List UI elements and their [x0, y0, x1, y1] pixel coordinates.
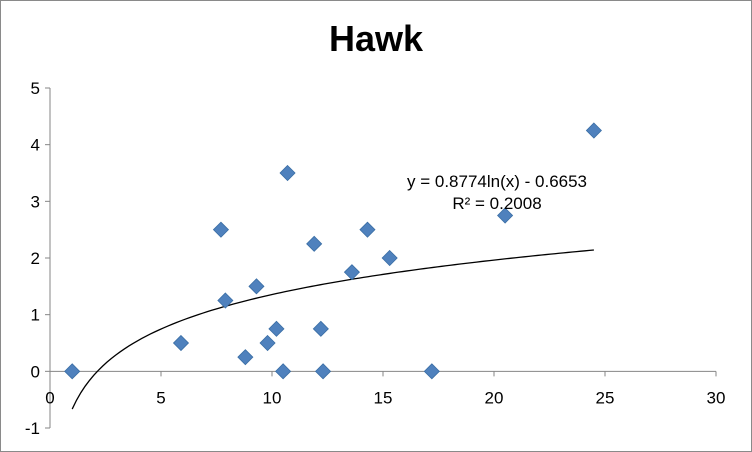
data-point: [268, 320, 285, 337]
data-point: [212, 221, 230, 238]
data-points: [64, 122, 602, 380]
trendline-equation: y = 0.8774ln(x) - 0.6653: [407, 172, 587, 191]
data-point: [343, 264, 360, 281]
data-point: [423, 363, 440, 380]
data-point: [381, 249, 398, 267]
y-tick-label: 5: [31, 79, 40, 98]
y-tick-label: 3: [31, 192, 40, 211]
x-tick-label: 5: [156, 388, 165, 407]
chart-title: Hawk: [328, 18, 424, 59]
data-point: [275, 363, 292, 380]
trendline-group: [71, 249, 594, 410]
r-squared-label: R² = 0.2008: [452, 194, 541, 213]
data-point: [64, 363, 81, 380]
data-point: [279, 164, 296, 182]
data-point: [248, 278, 265, 295]
x-tick-label: 15: [374, 388, 393, 407]
data-point: [217, 292, 234, 309]
data-point: [314, 363, 332, 380]
data-point: [172, 334, 190, 352]
y-tick-label: 2: [31, 249, 40, 268]
y-tick-label: 0: [31, 362, 40, 381]
x-tick-label: 0: [45, 388, 54, 407]
data-point: [237, 349, 254, 366]
data-point: [359, 221, 376, 238]
trendline: [71, 249, 594, 410]
y-tick-label: 4: [31, 136, 40, 155]
data-point: [497, 207, 514, 224]
x-tick-label: 25: [596, 388, 615, 407]
data-point: [259, 334, 276, 352]
data-point: [585, 122, 602, 139]
x-tick-label: 30: [707, 388, 726, 407]
y-tick-label: 1: [31, 306, 40, 325]
axes: -1 0 1 2 3 4 5 0 5 10 15 20 25 30: [25, 79, 726, 438]
data-point: [312, 320, 329, 337]
x-tick-label: 10: [263, 388, 282, 407]
x-tick-label: 20: [485, 388, 504, 407]
y-tick-label: -1: [25, 419, 40, 438]
data-point: [306, 235, 323, 252]
